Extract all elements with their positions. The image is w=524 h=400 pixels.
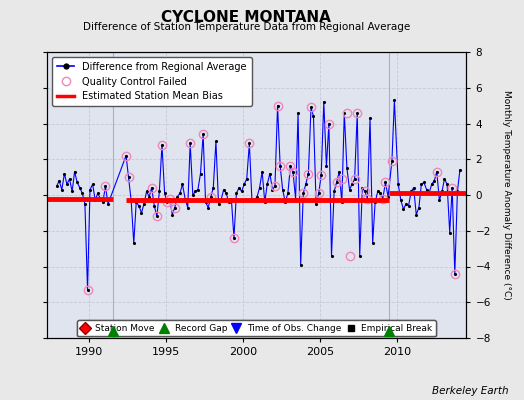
Text: Berkeley Earth: Berkeley Earth	[432, 386, 508, 396]
Legend: Station Move, Record Gap, Time of Obs. Change, Empirical Break: Station Move, Record Gap, Time of Obs. C…	[78, 320, 436, 336]
Text: Difference of Station Temperature Data from Regional Average: Difference of Station Temperature Data f…	[83, 22, 410, 32]
Text: CYCLONE MONTANA: CYCLONE MONTANA	[161, 10, 331, 25]
Y-axis label: Monthly Temperature Anomaly Difference (°C): Monthly Temperature Anomaly Difference (…	[502, 90, 511, 300]
